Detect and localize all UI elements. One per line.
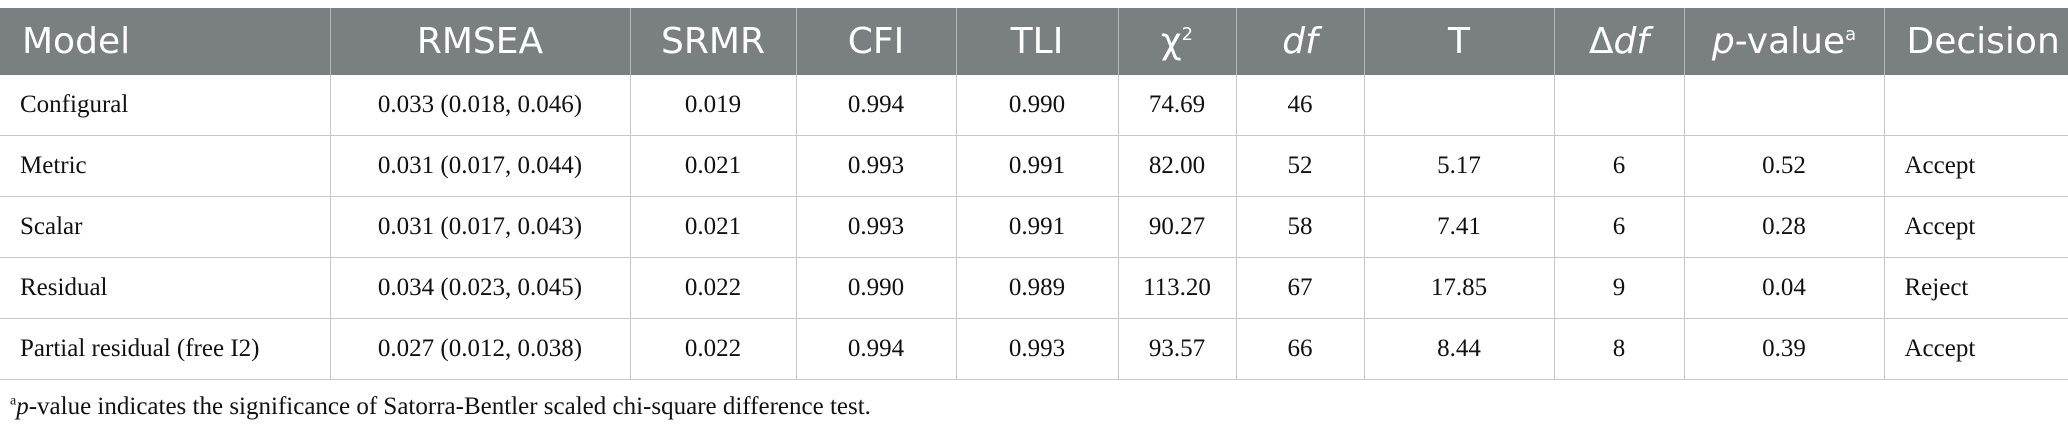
cell-chi-square: 82.00 xyxy=(1118,135,1237,197)
cell-cfi: 0.993 xyxy=(796,196,957,258)
cell-tli: 0.993 xyxy=(956,318,1119,380)
header-cfi: CFI xyxy=(796,8,957,75)
cell-model: Residual xyxy=(0,257,331,319)
cell-df: 67 xyxy=(1236,257,1365,319)
cell-chi-square: 90.27 xyxy=(1118,196,1237,258)
header-decision: Decision xyxy=(1884,8,2068,75)
results-table-container: Model RMSEA SRMR CFI TLI χ2 df T Δdf p-v… xyxy=(0,8,2068,380)
cell-srmr: 0.022 xyxy=(630,257,797,319)
header-model: Model xyxy=(0,8,331,75)
header-chi-square: χ2 xyxy=(1118,8,1237,75)
cell-p-value xyxy=(1684,75,1885,136)
cell-chi-square: 93.57 xyxy=(1118,318,1237,380)
table-row: Configural 0.033 (0.018, 0.046) 0.019 0.… xyxy=(0,75,2068,136)
cell-rmsea: 0.034 (0.023, 0.045) xyxy=(330,257,631,319)
cell-df: 58 xyxy=(1236,196,1365,258)
header-delta-df: Δdf xyxy=(1554,8,1685,75)
cell-model: Metric xyxy=(0,135,331,197)
cell-srmr: 0.022 xyxy=(630,318,797,380)
table-footnote: ap-value indicates the significance of S… xyxy=(10,393,871,421)
header-p-value: p-valuea xyxy=(1684,8,1885,75)
cell-delta-df: 6 xyxy=(1554,196,1685,258)
cell-df: 66 xyxy=(1236,318,1365,380)
cell-cfi: 0.990 xyxy=(796,257,957,319)
cell-rmsea: 0.031 (0.017, 0.043) xyxy=(330,196,631,258)
table-row: Metric 0.031 (0.017, 0.044) 0.021 0.993 … xyxy=(0,135,2068,197)
table-row: Scalar 0.031 (0.017, 0.043) 0.021 0.993 … xyxy=(0,196,2068,258)
table-header-row: Model RMSEA SRMR CFI TLI χ2 df T Δdf p-v… xyxy=(0,8,2068,75)
cell-tli: 0.991 xyxy=(956,135,1119,197)
cell-decision: Accept xyxy=(1884,196,2068,258)
cell-srmr: 0.021 xyxy=(630,135,797,197)
table-row: Partial residual (free I2) 0.027 (0.012,… xyxy=(0,318,2068,380)
header-df: df xyxy=(1236,8,1365,75)
cell-p-value: 0.52 xyxy=(1684,135,1885,197)
cell-t xyxy=(1364,75,1555,136)
cell-model: Configural xyxy=(0,75,331,136)
cell-rmsea: 0.031 (0.017, 0.044) xyxy=(330,135,631,197)
cell-delta-df: 9 xyxy=(1554,257,1685,319)
cell-srmr: 0.019 xyxy=(630,75,797,136)
header-t: T xyxy=(1364,8,1555,75)
cell-model: Scalar xyxy=(0,196,331,258)
cell-delta-df: 8 xyxy=(1554,318,1685,380)
footnote-p: p xyxy=(16,393,29,420)
cell-df: 52 xyxy=(1236,135,1365,197)
cell-t: 8.44 xyxy=(1364,318,1555,380)
cell-p-value: 0.04 xyxy=(1684,257,1885,319)
header-rmsea: RMSEA xyxy=(330,8,631,75)
cell-rmsea: 0.033 (0.018, 0.046) xyxy=(330,75,631,136)
cell-tli: 0.989 xyxy=(956,257,1119,319)
cell-model: Partial residual (free I2) xyxy=(0,318,331,380)
cell-srmr: 0.021 xyxy=(630,196,797,258)
footnote-marker: a xyxy=(10,393,17,409)
cell-rmsea: 0.027 (0.012, 0.038) xyxy=(330,318,631,380)
model-fit-table: Model RMSEA SRMR CFI TLI χ2 df T Δdf p-v… xyxy=(0,8,2068,380)
cell-decision: Accept xyxy=(1884,135,2068,197)
cell-p-value: 0.28 xyxy=(1684,196,1885,258)
header-tli: TLI xyxy=(956,8,1119,75)
cell-cfi: 0.994 xyxy=(796,318,957,380)
cell-cfi: 0.993 xyxy=(796,135,957,197)
cell-tli: 0.991 xyxy=(956,196,1119,258)
footnote-text: -value indicates the significance of Sat… xyxy=(28,393,871,420)
header-srmr: SRMR xyxy=(630,8,797,75)
cell-cfi: 0.994 xyxy=(796,75,957,136)
cell-decision: Accept xyxy=(1884,318,2068,380)
cell-delta-df xyxy=(1554,75,1685,136)
cell-decision xyxy=(1884,75,2068,136)
cell-p-value: 0.39 xyxy=(1684,318,1885,380)
cell-chi-square: 74.69 xyxy=(1118,75,1237,136)
cell-t: 17.85 xyxy=(1364,257,1555,319)
cell-tli: 0.990 xyxy=(956,75,1119,136)
cell-t: 5.17 xyxy=(1364,135,1555,197)
table-row: Residual 0.034 (0.023, 0.045) 0.022 0.99… xyxy=(0,257,2068,319)
cell-decision: Reject xyxy=(1884,257,2068,319)
cell-delta-df: 6 xyxy=(1554,135,1685,197)
cell-t: 7.41 xyxy=(1364,196,1555,258)
cell-chi-square: 113.20 xyxy=(1118,257,1237,319)
cell-df: 46 xyxy=(1236,75,1365,136)
